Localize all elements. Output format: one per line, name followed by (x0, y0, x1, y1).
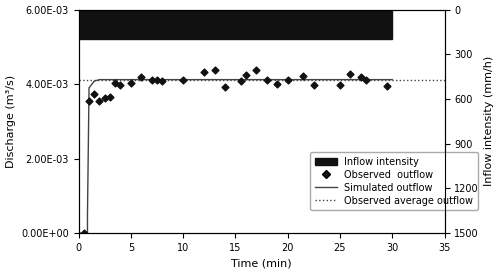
Point (284, 78, 292, 82)
Point (210, 68, 218, 73)
Point (383, 84, 391, 88)
Point (236, 79, 244, 83)
Y-axis label: Inflow intensity (mm/h): Inflow intensity (mm/h) (484, 56, 494, 187)
Point (158, 79, 166, 84)
Bar (78, 10, 392, 39)
Point (300, 74, 308, 78)
Point (90, 92, 98, 96)
Point (273, 82, 281, 86)
Point (111, 81, 119, 85)
Point (200, 70, 208, 74)
Point (310, 83, 318, 87)
Point (116, 83, 124, 87)
Point (346, 72, 354, 76)
Point (357, 75, 365, 79)
Point (252, 68, 260, 73)
Point (148, 78, 156, 82)
Point (138, 75, 145, 79)
Point (106, 95, 114, 99)
Point (96, 99, 104, 103)
Y-axis label: Discharge (m³/s): Discharge (m³/s) (6, 75, 16, 168)
Point (80, 231, 88, 235)
Point (336, 83, 344, 87)
Point (263, 78, 271, 82)
Point (242, 73, 250, 77)
Point (127, 81, 135, 85)
Point (362, 78, 370, 82)
Legend: Inflow intensity, Observed  outflow, Simulated outflow, Observed average outflow: Inflow intensity, Observed outflow, Simu… (310, 152, 478, 210)
Point (221, 85, 229, 89)
Point (85, 99, 93, 103)
Point (153, 78, 161, 82)
X-axis label: Time (min): Time (min) (231, 258, 292, 269)
Point (100, 96, 108, 101)
Point (179, 78, 187, 82)
